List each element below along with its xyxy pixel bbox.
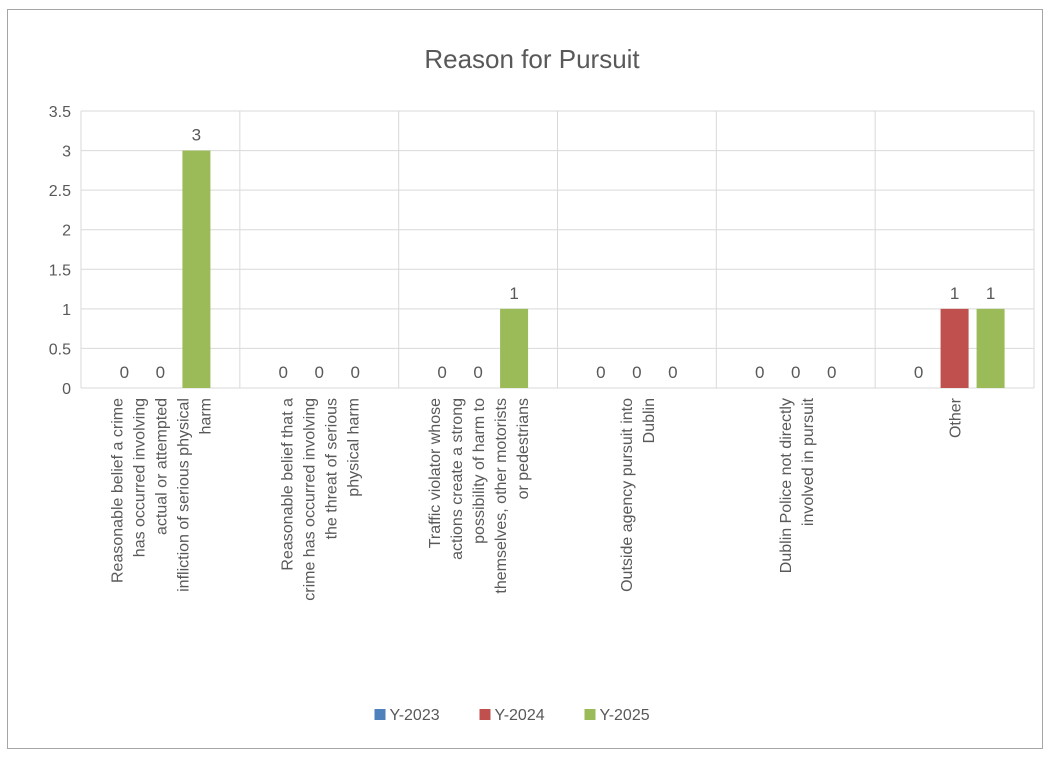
data-label: 1	[950, 284, 959, 303]
x-category-label-line: themselves, other motorists	[493, 398, 510, 594]
x-category-label: Traffic violator whose actions create a s…	[427, 398, 532, 594]
x-category-label-line: harm	[197, 398, 214, 434]
y-tick-label: 1.5	[49, 262, 71, 279]
legend-swatch-y-2025	[584, 709, 596, 720]
x-category-label-line: actions create a strong	[449, 398, 466, 560]
legend-swatch-y-2023	[374, 709, 386, 720]
data-label: 0	[351, 363, 360, 382]
legend-label: Y-2023	[390, 707, 440, 724]
data-label: 0	[279, 363, 288, 382]
y-tick-label: 0	[62, 381, 71, 398]
x-category-label-line: or pedestrians	[515, 398, 532, 499]
data-label: 0	[473, 363, 482, 382]
chart-frame: Reason for Pursuit 0 0.5 1 1.5 2 2.5 3 3.5 0 0 3 R…	[7, 9, 1043, 749]
x-category-label-line: involved in pursuit	[800, 397, 817, 526]
data-label: 0	[632, 363, 641, 382]
legend-label: Y-2025	[600, 707, 650, 724]
data-label: 0	[120, 363, 129, 382]
x-category-label-line: Traffic violator whose	[427, 398, 444, 548]
y-tick-label: 2	[62, 223, 71, 240]
x-category-label: Reasonable belief a crime has occurred in…	[109, 398, 214, 592]
data-label: 0	[755, 363, 764, 382]
data-label: 1	[986, 284, 995, 303]
data-label: 0	[156, 363, 165, 382]
x-category-label: Other	[948, 397, 965, 438]
bar-chart: Reason for Pursuit 0 0.5 1 1.5 2 2.5 3 3.5 0 0 3 R…	[49, 44, 1035, 724]
legend-label: Y-2024	[495, 707, 545, 724]
chart-title: Reason for Pursuit	[424, 44, 640, 74]
y-tick-label: 3	[62, 144, 71, 161]
data-label: 0	[791, 363, 800, 382]
data-label: 1	[509, 284, 518, 303]
x-category-label-line: has occurred involving	[131, 398, 148, 557]
x-category-label-line: the threat of serious	[323, 398, 340, 539]
data-label: 0	[437, 363, 446, 382]
data-label: 0	[315, 363, 324, 382]
data-label: 0	[827, 363, 836, 382]
x-category-label-line: Dublin	[641, 398, 658, 443]
bar-y-2025	[182, 150, 211, 388]
x-category-label-line: actual or attempted	[153, 398, 170, 535]
y-tick-label: 3.5	[49, 104, 71, 121]
x-category-label-line: physical harm	[345, 398, 362, 497]
x-category-label-line: Dublin Police not directly	[778, 398, 795, 573]
x-category-label-line: infliction of serious physical	[175, 398, 192, 592]
data-label: 0	[596, 363, 605, 382]
data-label: 0	[914, 363, 923, 382]
y-tick-label: 0.5	[49, 341, 71, 358]
x-category-label-line: Reasonable belief a crime	[109, 398, 126, 583]
x-category-label-line: Other	[948, 397, 965, 438]
x-category-label: Outside agency pursuit into Dublin	[619, 398, 658, 592]
y-tick-label: 2.5	[49, 183, 71, 200]
bar-y-2024	[940, 308, 969, 388]
bar-y-2025	[500, 308, 529, 388]
data-label: 0	[668, 363, 677, 382]
data-label: 3	[192, 126, 201, 145]
x-category-label-line: possibility of harm to	[471, 398, 488, 544]
bar-y-2025	[976, 308, 1005, 388]
x-category-label-line: Reasonable belief that a	[279, 398, 296, 571]
x-category-label-line: Outside agency pursuit into	[619, 398, 636, 592]
legend-swatch-y-2024	[479, 709, 491, 720]
y-tick-label: 1	[62, 302, 71, 319]
x-category-label: Dublin Police not directly involved in pu…	[778, 397, 817, 573]
x-category-label-line: crime has occurred involving	[301, 398, 318, 601]
x-category-label: Reasonable belief that a crime has occurr…	[279, 398, 362, 601]
